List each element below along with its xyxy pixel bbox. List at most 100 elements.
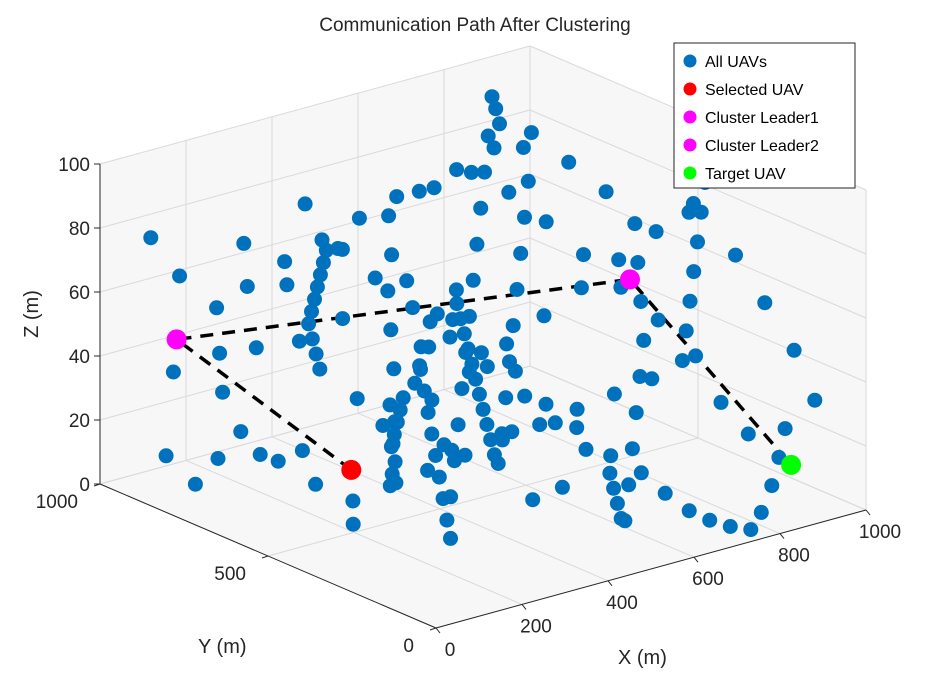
uav-point	[628, 405, 644, 421]
y-tick-label: 1000	[36, 492, 78, 513]
uav-point	[633, 465, 649, 481]
uav-point	[442, 329, 458, 345]
uav-point	[606, 480, 622, 496]
uav-point	[297, 196, 313, 212]
uav-point	[554, 479, 570, 495]
uav-point	[345, 493, 361, 509]
uav-point	[517, 388, 533, 404]
uav-point	[187, 476, 203, 492]
uav-point	[428, 448, 444, 463]
uav-point	[458, 345, 474, 360]
uav-point	[475, 401, 491, 417]
uav-point	[515, 140, 531, 155]
x-tick-mark	[521, 604, 527, 610]
uav-point	[413, 362, 428, 377]
x-axis-line	[435, 509, 867, 629]
uav-point	[499, 336, 515, 352]
uav-point	[509, 282, 525, 297]
legend-label: Cluster Leader1	[705, 110, 819, 127]
uav-point	[484, 89, 500, 105]
uav-point	[381, 208, 397, 224]
uav-point	[678, 323, 694, 339]
uav-point	[389, 414, 405, 430]
uav-point	[743, 522, 759, 538]
legend-marker	[683, 166, 697, 180]
z-tick-label: 60	[69, 283, 90, 304]
grid-z-side	[529, 237, 867, 383]
uav-point	[468, 371, 484, 387]
x-tick-label: 800	[778, 546, 810, 567]
uav-point	[294, 443, 310, 459]
uav-point	[450, 417, 466, 433]
uav-point	[576, 247, 591, 263]
uav-point	[513, 245, 529, 261]
uav-point	[777, 421, 793, 437]
uav-point	[498, 390, 514, 406]
uav-point	[609, 495, 625, 511]
leader2-uav-marker	[620, 269, 640, 290]
uav-point	[682, 293, 698, 309]
uav-point	[494, 426, 510, 442]
uav-point	[532, 417, 548, 433]
z-tick-label: 40	[69, 347, 90, 368]
legend: All UAVs Selected UAV Cluster Leader1 Clust…	[673, 42, 856, 189]
uav-point	[387, 454, 403, 470]
uav-point	[435, 491, 451, 507]
uav-point	[561, 154, 577, 170]
uav-point	[215, 384, 231, 400]
z-tick-label: 100	[58, 155, 90, 176]
uav-point	[233, 424, 249, 440]
uav-point	[536, 308, 552, 324]
x-tick-mark	[607, 580, 613, 587]
uav-point	[525, 492, 541, 508]
uav-point	[722, 519, 738, 534]
chart-title: Communication Path After Clustering	[319, 15, 631, 36]
uav-point	[463, 164, 479, 180]
uav-point	[308, 346, 324, 362]
x-tick-mark	[865, 509, 871, 516]
uav-point	[210, 451, 226, 466]
uav-point	[630, 255, 646, 270]
selected-uav-marker	[341, 459, 362, 480]
uav-point	[392, 402, 408, 418]
uav-point	[312, 267, 328, 283]
uav-point	[405, 300, 421, 316]
uav-point	[345, 516, 361, 532]
legend-label: Target UAV	[705, 166, 786, 183]
uav-point	[578, 441, 594, 457]
uav-point	[636, 332, 652, 348]
uav-point	[502, 354, 517, 370]
uav-point	[621, 477, 637, 493]
uav-point	[308, 476, 324, 492]
uav-point	[728, 247, 743, 263]
y-axis-label: Y (m)	[198, 636, 247, 658]
uav-point	[420, 462, 436, 478]
uav-point	[477, 164, 492, 180]
grid-z-back	[99, 109, 531, 229]
uav-point	[786, 342, 802, 358]
uav-point	[248, 340, 264, 356]
y-tick-mark	[429, 627, 437, 631]
uav-point	[270, 453, 286, 469]
leader1-uav-marker	[166, 329, 187, 350]
uav-point	[309, 279, 325, 295]
uav-point	[277, 254, 293, 270]
uav-point	[315, 255, 331, 271]
x-tick-mark	[779, 533, 785, 539]
uav-point	[480, 128, 496, 144]
uav-point	[209, 300, 225, 316]
uav-point	[505, 318, 521, 334]
uav-point	[688, 348, 704, 364]
uav-point	[304, 331, 320, 347]
uav-point	[657, 485, 673, 501]
uav-point	[367, 270, 383, 286]
uav-point	[448, 282, 464, 298]
uav-point	[252, 447, 268, 462]
uav-point	[439, 512, 455, 528]
target-uav-marker	[781, 454, 802, 475]
legend-marker	[683, 138, 697, 152]
uav-point	[383, 439, 399, 455]
uav-point	[384, 466, 400, 482]
uav-point	[490, 456, 506, 471]
